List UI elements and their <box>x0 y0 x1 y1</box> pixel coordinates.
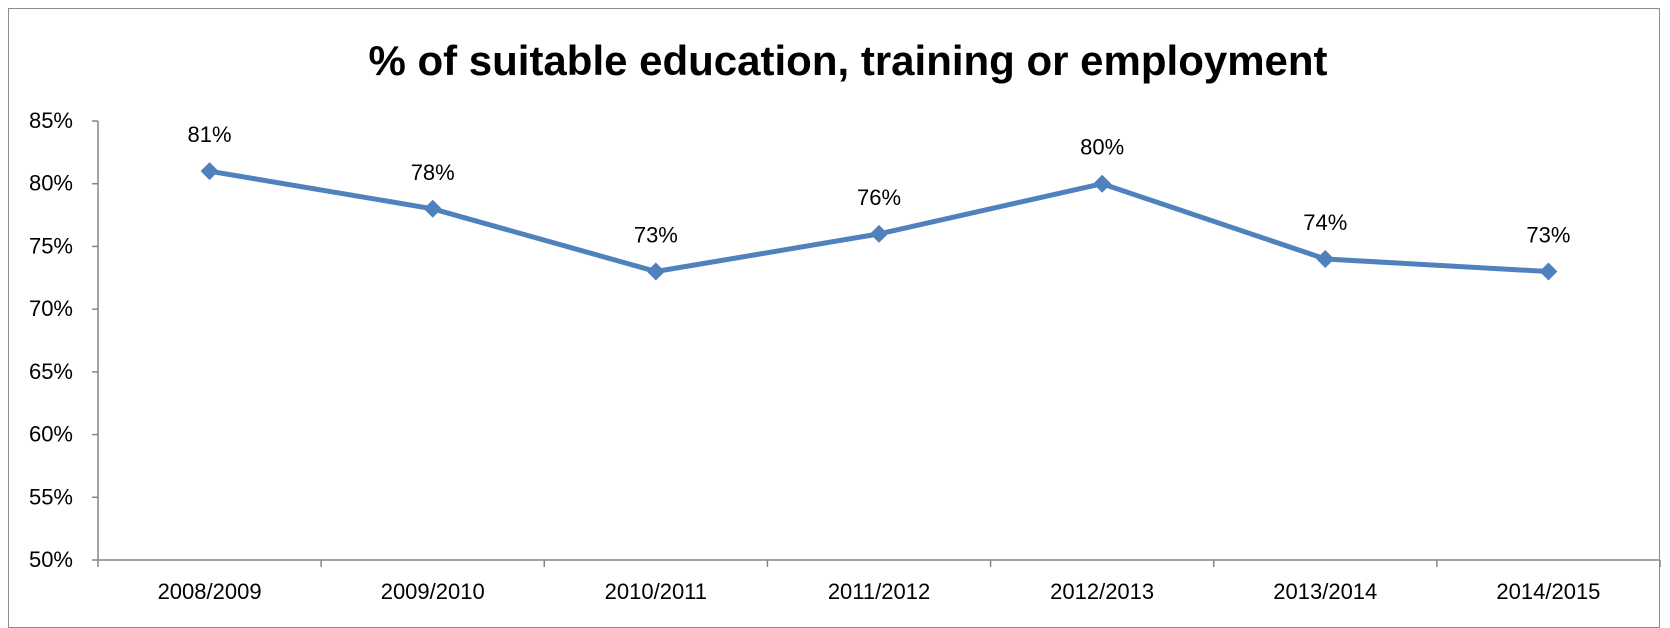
y-tick-label: 65% <box>29 359 73 384</box>
series-group: 81% 78% 73% 76% 80% 74% 73% <box>188 122 1570 281</box>
x-tick-label: 2009/2010 <box>381 579 485 604</box>
data-label: 74% <box>1303 210 1347 235</box>
x-tick-label: 2014/2015 <box>1496 579 1600 604</box>
data-label: 80% <box>1080 135 1124 160</box>
x-tick-label: 2010/2011 <box>605 579 707 604</box>
chart-frame <box>8 8 1660 628</box>
y-tick-label: 70% <box>29 296 73 321</box>
chart-title: % of suitable education, training or emp… <box>368 37 1327 84</box>
y-tick-label: 60% <box>29 422 73 447</box>
data-label: 81% <box>188 122 232 147</box>
data-point-marker <box>423 199 442 218</box>
y-tick-label: 85% <box>29 108 73 133</box>
data-label: 76% <box>857 185 901 210</box>
data-point-marker <box>646 262 665 281</box>
data-point-marker <box>200 162 219 181</box>
y-axis-ticks: 50% 55% 60% 65% 70% 75% 80% 85% <box>29 108 98 572</box>
data-point-marker <box>1316 249 1335 268</box>
y-tick-label: 50% <box>29 547 73 572</box>
x-tick-label: 2008/2009 <box>158 579 262 604</box>
data-label: 73% <box>1526 223 1570 248</box>
data-point-marker <box>1539 262 1558 281</box>
y-tick-label: 80% <box>29 171 73 196</box>
x-axis-ticks: 2008/2009 2009/2010 2010/2011 2011/2012 2012… <box>97 560 1661 604</box>
y-tick-label: 75% <box>29 233 73 258</box>
x-tick-label: 2013/2014 <box>1273 579 1377 604</box>
data-point-marker <box>1093 174 1112 193</box>
x-tick-label: 2011/2012 <box>828 579 930 604</box>
data-point-marker <box>870 224 888 243</box>
x-tick-label: 2012/2013 <box>1050 579 1154 604</box>
data-label: 78% <box>411 160 455 185</box>
y-tick-label: 55% <box>29 484 73 509</box>
data-label: 73% <box>634 223 678 248</box>
